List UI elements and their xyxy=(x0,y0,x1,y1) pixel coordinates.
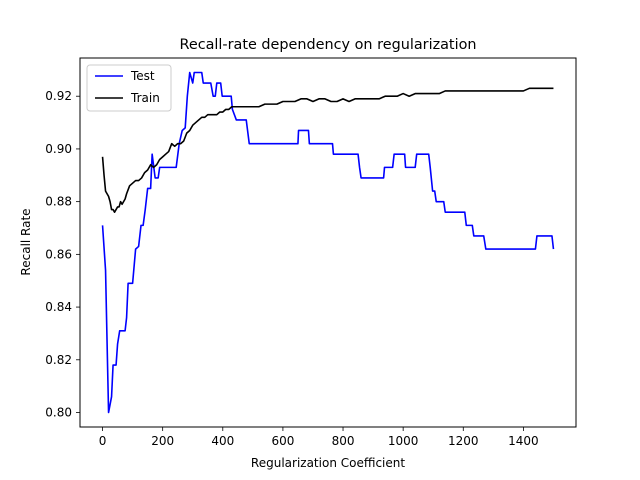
series-line-train xyxy=(101,87,554,213)
y-tick-label: 0.92 xyxy=(45,89,72,103)
x-tick-label: 1000 xyxy=(388,434,419,448)
x-axis: 0 200 400 600 800 1000 1200 1400 xyxy=(99,427,539,448)
y-tick-label: 0.80 xyxy=(45,406,72,420)
series-lines xyxy=(101,71,555,414)
x-tick-label: 800 xyxy=(332,434,355,448)
x-tick-label: 200 xyxy=(151,434,174,448)
chart-title: Recall-rate dependency on regularization xyxy=(179,37,476,53)
x-tick-label: 1200 xyxy=(448,434,479,448)
x-tick-label: 0 xyxy=(99,434,107,448)
y-tick-label: 0.82 xyxy=(45,353,72,367)
legend: Test Train xyxy=(86,64,172,112)
y-tick-label: 0.86 xyxy=(45,247,72,261)
y-tick-label: 0.90 xyxy=(45,142,72,156)
y-tick-label: 0.84 xyxy=(45,300,72,314)
series-line-test xyxy=(101,71,555,414)
x-axis-label: Regularization Coefficient xyxy=(251,456,405,470)
axes-frame xyxy=(79,57,577,428)
x-tick-label: 1400 xyxy=(508,434,539,448)
plot-area xyxy=(79,57,577,428)
y-tick-label: 0.88 xyxy=(45,195,72,209)
legend-label-train: Train xyxy=(130,91,160,105)
y-axis-label: Recall Rate xyxy=(19,208,33,275)
y-axis: 0.80 0.82 0.84 0.86 0.88 0.90 0.92 xyxy=(45,89,80,420)
legend-label-test: Test xyxy=(130,69,155,83)
x-tick-label: 400 xyxy=(211,434,234,448)
x-tick-label: 600 xyxy=(271,434,294,448)
